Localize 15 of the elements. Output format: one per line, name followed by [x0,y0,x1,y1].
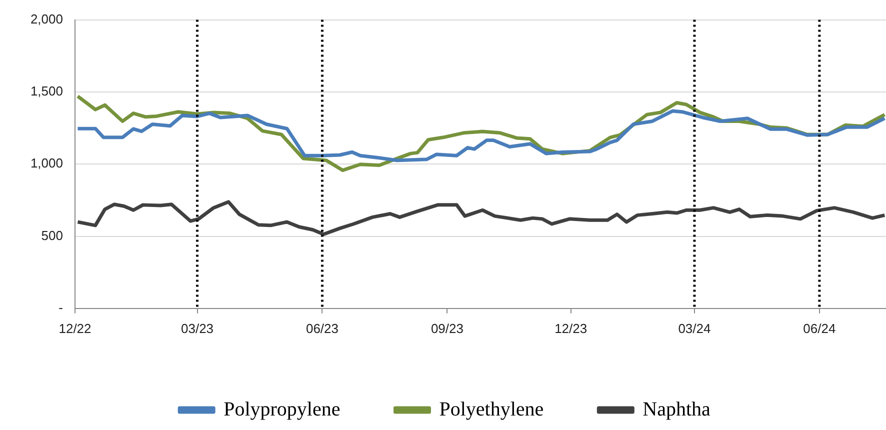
legend-label: Polyethylene [439,398,544,420]
x-tick-label: 09/23 [430,320,464,336]
y-tick-label: 500 [41,228,63,243]
x-tick-label: 03/24 [678,320,711,336]
x-tick-label: 03/23 [180,320,214,336]
legend-label: Polypropylene [224,398,340,420]
x-tick-label: 06/24 [803,320,836,336]
y-tick-label: 1,000 [30,156,63,171]
y-tick-label: - [58,300,63,315]
x-tick-label: 12/23 [554,320,588,336]
y-tick-label: 2,000 [30,11,63,26]
y-tick-label: 1,500 [30,84,63,99]
x-tick-label: 12/22 [58,320,92,336]
x-tick-label: 06/23 [306,320,339,336]
legend-label: Naphtha [642,398,711,420]
